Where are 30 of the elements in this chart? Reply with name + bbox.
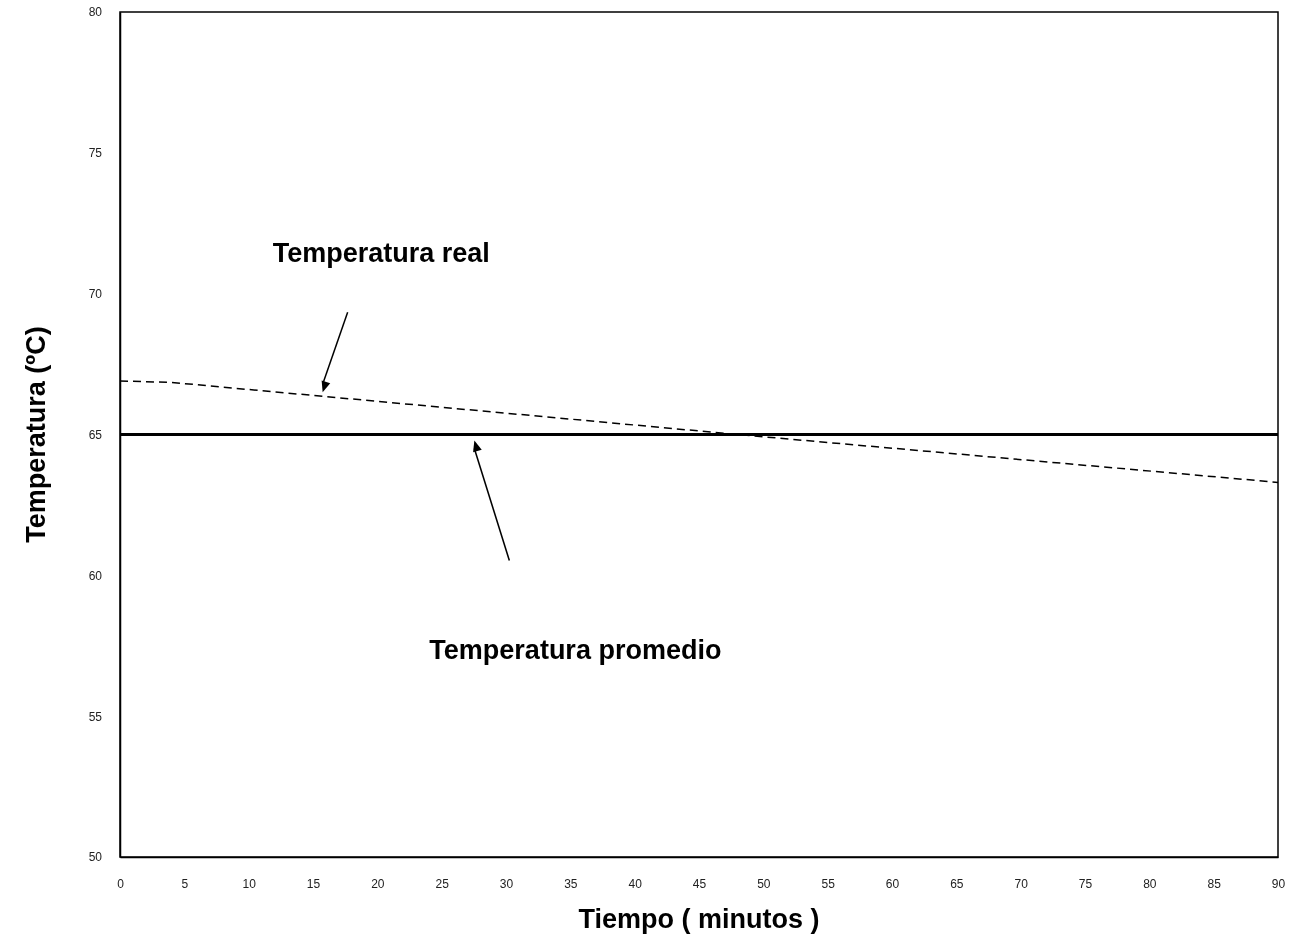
x-tick-label: 65	[950, 876, 964, 891]
x-tick-label: 10	[242, 876, 257, 891]
y-tick-label: 60	[88, 568, 103, 583]
x-tick-label: 75	[1078, 876, 1093, 891]
x-tick-label: 20	[371, 876, 385, 891]
y-tick-label: 75	[88, 146, 103, 161]
annotation: Temperatura promedio	[429, 634, 722, 665]
x-tick-label: 25	[435, 876, 450, 891]
x-tick-label: 45	[692, 876, 707, 891]
x-tick-label: 0	[117, 876, 125, 891]
y-axis-title: Temperatura (ºC)	[21, 326, 51, 543]
x-tick-label: 50	[757, 876, 771, 891]
x-axis-title: Tiempo ( minutos )	[578, 904, 820, 934]
y-tick-label: 55	[88, 709, 103, 724]
y-tick-label: 80	[88, 5, 103, 20]
x-tick-label: 80	[1143, 876, 1157, 891]
x-tick-label: 60	[885, 876, 900, 891]
x-tick-label: 30	[499, 876, 514, 891]
y-tick-label: 70	[88, 287, 103, 302]
x-tick-label: 40	[628, 876, 643, 891]
annotation: Temperatura real	[272, 238, 490, 269]
x-tick-label: 55	[821, 876, 836, 891]
y-tick-label: 65	[88, 427, 103, 442]
x-tick-label: 70	[1014, 876, 1029, 891]
x-tick-label: 15	[306, 876, 321, 891]
x-tick-label: 5	[181, 876, 189, 891]
y-tick-label: 50	[88, 850, 103, 865]
x-tick-label: 85	[1207, 876, 1222, 891]
x-tick-label: 35	[564, 876, 578, 891]
x-tick-label: 90	[1271, 876, 1286, 891]
